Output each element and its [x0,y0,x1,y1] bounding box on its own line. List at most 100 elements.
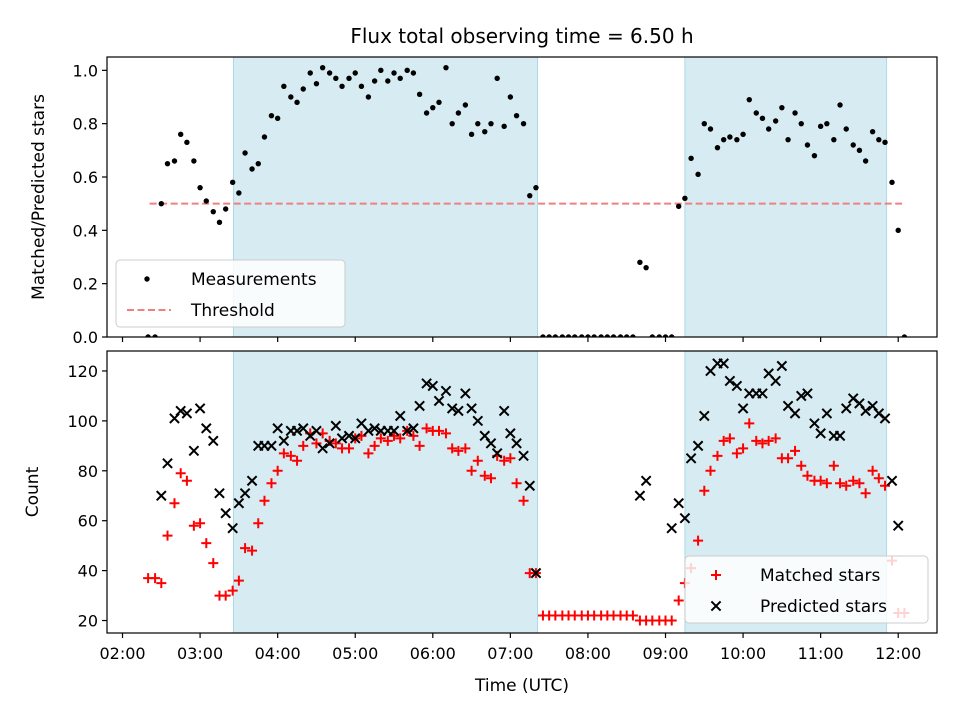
matched-star-point [802,470,813,481]
matched-star-point [292,455,303,466]
predicted-star-point [200,423,212,434]
measurement-point [164,160,171,167]
matched-star-point [511,478,522,489]
matched-star-point [253,518,264,529]
measurement-point [869,128,876,135]
matched-star-point [479,470,490,481]
measurement-point [501,123,507,130]
matched-star-point [751,435,762,446]
matched-star-point [453,445,464,456]
y-tick-label: 1.0 [73,61,98,80]
matched-star-point [227,585,238,596]
predicted-star-point [770,375,781,387]
measurement-point [313,80,320,87]
matched-star-point [828,460,839,471]
matched-star-point [744,418,755,429]
predicted-star-point [433,395,445,407]
measurement-point [882,139,888,146]
measurement-point [242,150,248,156]
matched-star-point [860,488,871,499]
matched-star-point [466,465,477,476]
legend-marker-predicted [710,600,722,612]
matched-star-point [757,438,768,449]
measurement-point [203,198,209,204]
measurement-point [649,334,656,337]
matched-star-point [724,433,735,444]
legend: Measurements Threshold [115,259,346,328]
matched-star-point [835,478,846,489]
matched-star-point [434,425,444,436]
measurement-point [158,200,164,207]
y-tick-label: 120 [67,362,98,381]
measurement-point [804,142,811,148]
measurement-point [533,184,539,191]
measurement-point [397,75,403,82]
measurement-point [850,142,856,148]
predicted-star-point [291,425,303,437]
matched-star-point [298,440,309,451]
legend: Matched stars Predicted stars [684,555,929,624]
matched-star-point [162,530,173,541]
matched-star-point [673,595,684,606]
measurement-point [585,334,591,337]
predicted-star-point [369,423,380,434]
measurement-point [455,110,462,116]
legend-label: Measurements [191,270,317,290]
matched-star-point [421,423,432,434]
measurement-point [236,190,242,196]
predicted-star-point [634,490,646,502]
measurement-point [662,334,669,337]
matched-star-point [363,448,374,459]
measurement-point [889,179,895,186]
matched-star-point [201,538,212,549]
measurement-point [759,115,766,122]
measurement-point [319,64,326,71]
measurement-point [876,136,882,143]
predicted-star-point [421,378,432,389]
measurement-point [294,99,300,106]
measurement-point [604,334,611,337]
measurement-point [746,96,752,103]
predicted-star-point [724,375,736,387]
predicted-star-point [227,522,238,534]
measurement-point [482,128,488,135]
predicted-star-point [673,497,684,509]
measurement-point [513,112,520,119]
matched-star-point [195,518,206,529]
y-tick-label: 0.0 [73,328,98,347]
predicted-star-point [311,425,322,437]
measurement-point [488,120,494,127]
predicted-star-point [214,487,225,499]
legend-marker-matched [711,570,721,580]
measurement-point [753,110,759,116]
measurement-point [468,131,475,138]
measurement-point [637,259,643,266]
measurement-point [152,334,158,337]
predicted-star-point [460,388,471,399]
measurement-point [785,136,791,143]
predicted-star-point [530,567,542,579]
predicted-star-point [776,360,788,372]
legend-label: Matched stars [760,566,880,586]
measurement-point [831,136,837,143]
predicted-star-point [317,443,328,454]
matched-star-point [731,448,742,459]
matched-star-point [208,558,219,569]
measurement-point [540,334,546,337]
measurement-point [184,139,190,146]
predicted-star-point [892,520,904,531]
matched-star-point [414,440,425,451]
measurement-point [772,118,779,124]
matched-star-point [666,615,677,626]
matched-star-point [240,543,251,554]
predicted-star-point [336,433,348,444]
measurement-point [430,104,436,111]
bottom-panel: 20 40 60 80 100 120 02:00 03:00 04:00 05:00 06:00 0… [23,350,938,696]
predicted-star-point [640,475,652,487]
matched-star-point [181,475,192,486]
predicted-star-point [511,438,522,449]
predicted-star-point [505,428,516,439]
measurement-point [572,334,578,337]
x-tick-label: 08:00 [565,644,611,663]
matched-star-point [763,435,774,446]
